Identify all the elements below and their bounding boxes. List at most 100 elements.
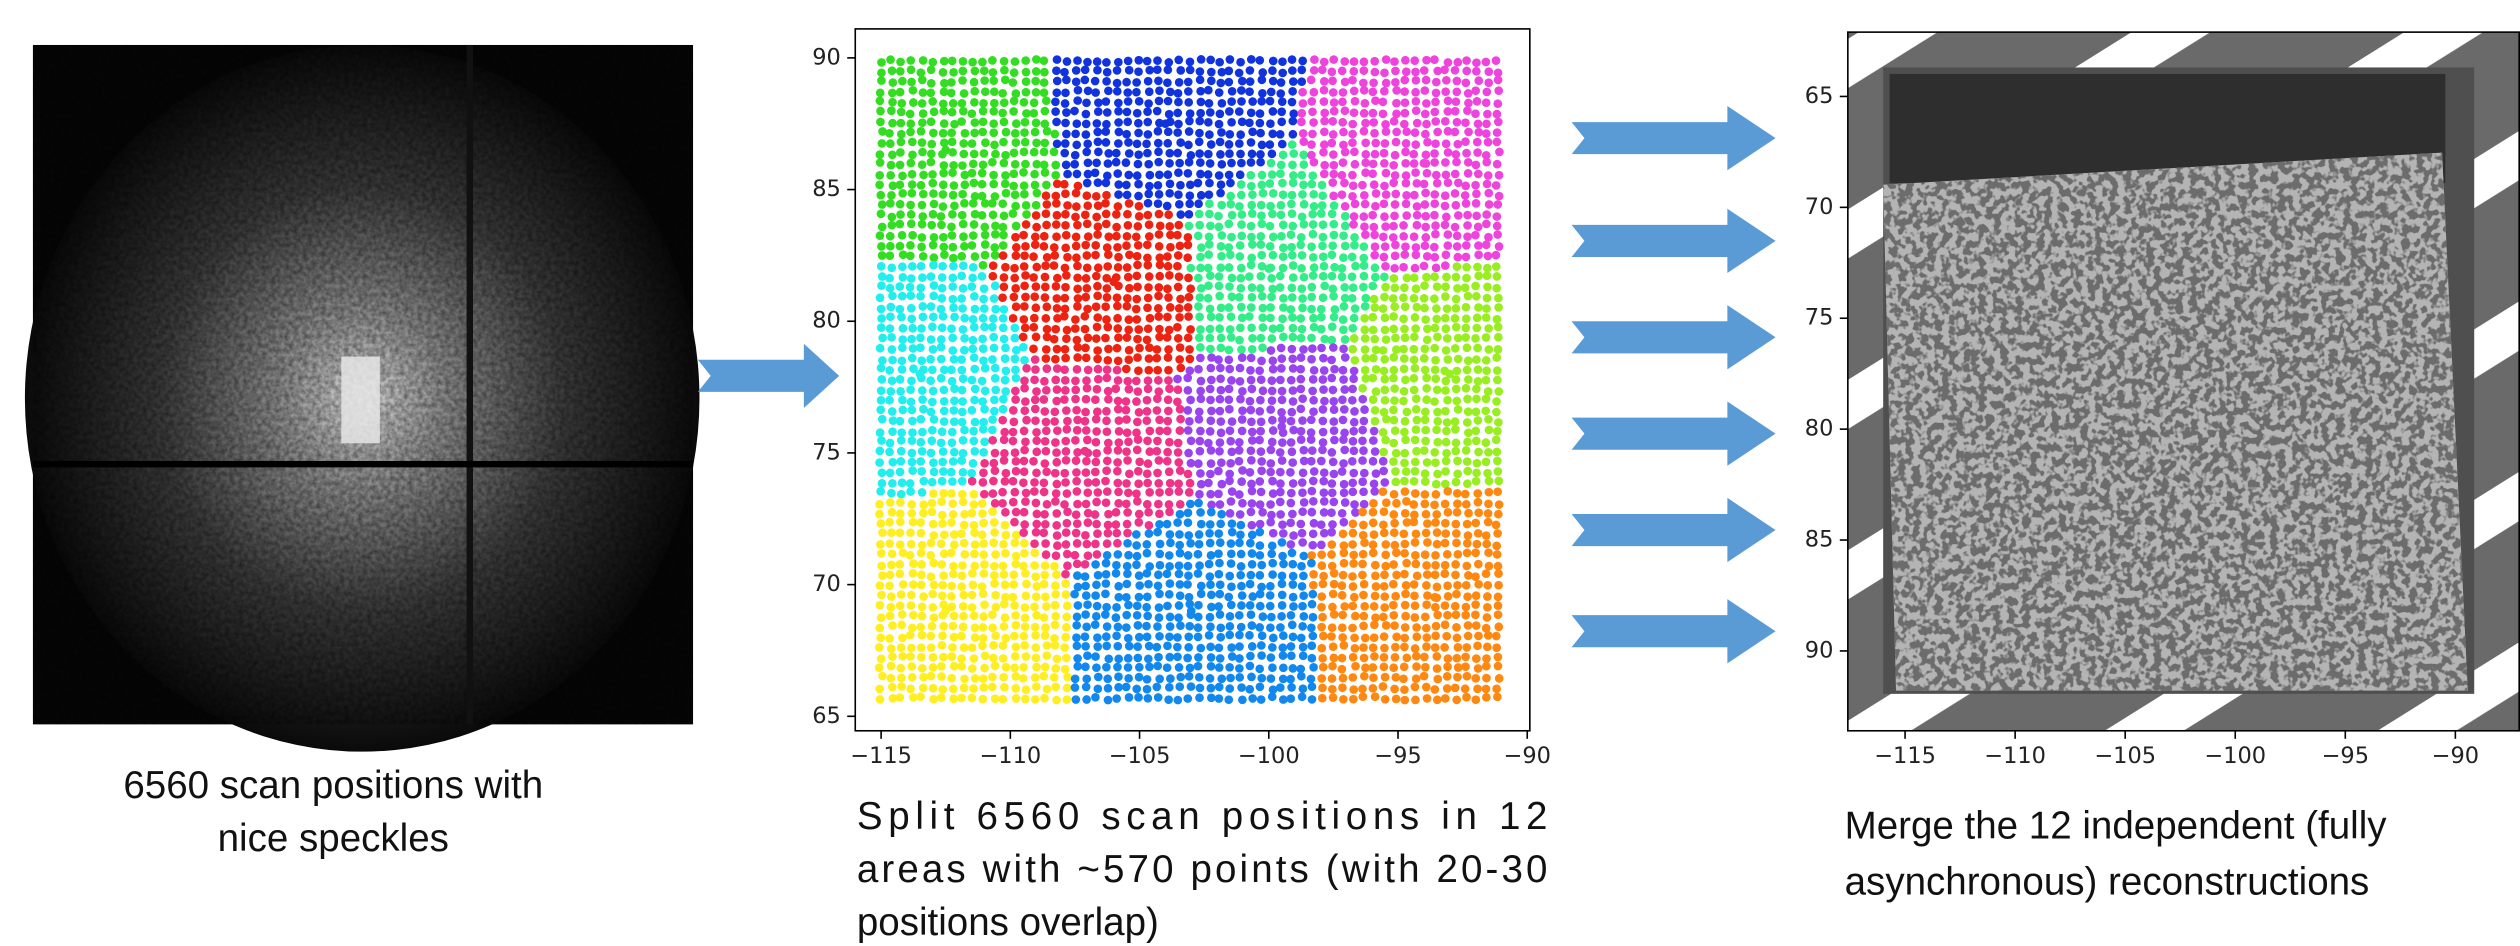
scan-point [1328,209,1337,218]
scan-point [1472,58,1481,67]
scan-point [1094,137,1103,146]
scan-point [1493,138,1502,147]
scan-point [1422,510,1431,519]
scan-point [1382,55,1391,64]
scan-point [1258,76,1267,85]
scan-point [1072,695,1081,704]
scan-point [1380,570,1389,579]
scan-point [1245,272,1254,281]
scan-point [897,490,906,499]
scan-point [1122,611,1131,620]
scan-point [1433,438,1442,447]
scan-point [978,58,987,67]
scan-point [950,313,959,322]
scan-point [1114,118,1123,127]
scan-point [1421,469,1430,478]
scan-point [1144,190,1153,199]
scan-point [1257,219,1266,228]
scan-point [1194,302,1203,311]
scan-point [1420,262,1429,271]
scan-point [1492,521,1501,530]
scan-point [1165,189,1174,198]
scan-point [1114,107,1123,116]
scan-point [1340,179,1349,188]
scan-point [896,417,905,426]
scan-point [886,439,895,448]
scan-point [938,581,947,590]
scan-point [1474,508,1483,517]
scan-point [1278,643,1287,652]
scan-point [1474,416,1483,425]
scan-point [1257,466,1266,475]
scan-point [929,189,938,198]
scan-point [1226,55,1235,64]
scan-point [908,138,917,147]
scan-point [1000,570,1009,579]
scan-point [1073,662,1082,671]
scan-point [1328,603,1337,612]
scan-point [906,487,915,496]
scan-point [1269,529,1278,538]
scan-point [918,602,927,611]
scan-point [1144,324,1153,333]
scan-point [1153,528,1162,537]
scan-point [1197,377,1206,386]
scan-point [930,233,939,242]
scan-point [958,190,967,199]
scan-point [1330,436,1339,445]
scan-point [979,634,988,643]
scan-point [1369,549,1378,558]
scan-point [1392,138,1401,147]
scan-point [1289,171,1298,180]
scan-point [1482,674,1491,683]
scan-point [1175,78,1184,87]
scan-point [1451,560,1460,569]
scan-point [1317,305,1326,314]
scan-point [1269,77,1278,86]
scan-point [1009,580,1018,589]
scan-point [1072,336,1081,345]
x-tick-label: −105 [1109,743,1171,769]
scan-point [1421,612,1430,621]
scan-point [1350,147,1359,156]
scan-point [1421,223,1430,232]
scan-point [1380,592,1389,601]
scan-point [1256,520,1265,529]
scan-point [1009,418,1018,427]
scan-point [906,56,915,65]
scan-point [1235,490,1244,499]
scan-point [991,499,1000,508]
scan-point [1185,222,1194,231]
scan-point [1310,519,1319,528]
scan-point [1319,417,1328,426]
scan-point [1401,148,1410,157]
scan-point [1144,77,1153,86]
scan-point [1196,684,1205,693]
scan-point [1492,435,1501,444]
scan-point [1471,282,1480,291]
scan-point [887,191,896,200]
scan-point [1390,396,1399,405]
scan-point [1267,653,1276,662]
scan-point [1072,468,1081,477]
scan-point [1310,158,1319,167]
scan-point [1040,232,1049,241]
scan-point [960,510,969,519]
scan-point [1053,531,1062,540]
scan-point [1247,446,1256,455]
scan-point [896,88,905,97]
scan-point [1472,395,1481,404]
scan-point [926,88,935,97]
x-tick-label: −90 [2432,743,2479,769]
scan-point [1062,406,1071,415]
scan-point [1380,293,1389,302]
scan-point [1020,190,1029,199]
scan-point [907,78,916,87]
scan-point [1031,631,1040,640]
scan-point [1380,212,1389,221]
scan-point [917,356,926,365]
scan-point [1381,326,1390,335]
scan-point [1258,313,1267,322]
scan-point [1339,435,1348,444]
scan-point [979,469,988,478]
